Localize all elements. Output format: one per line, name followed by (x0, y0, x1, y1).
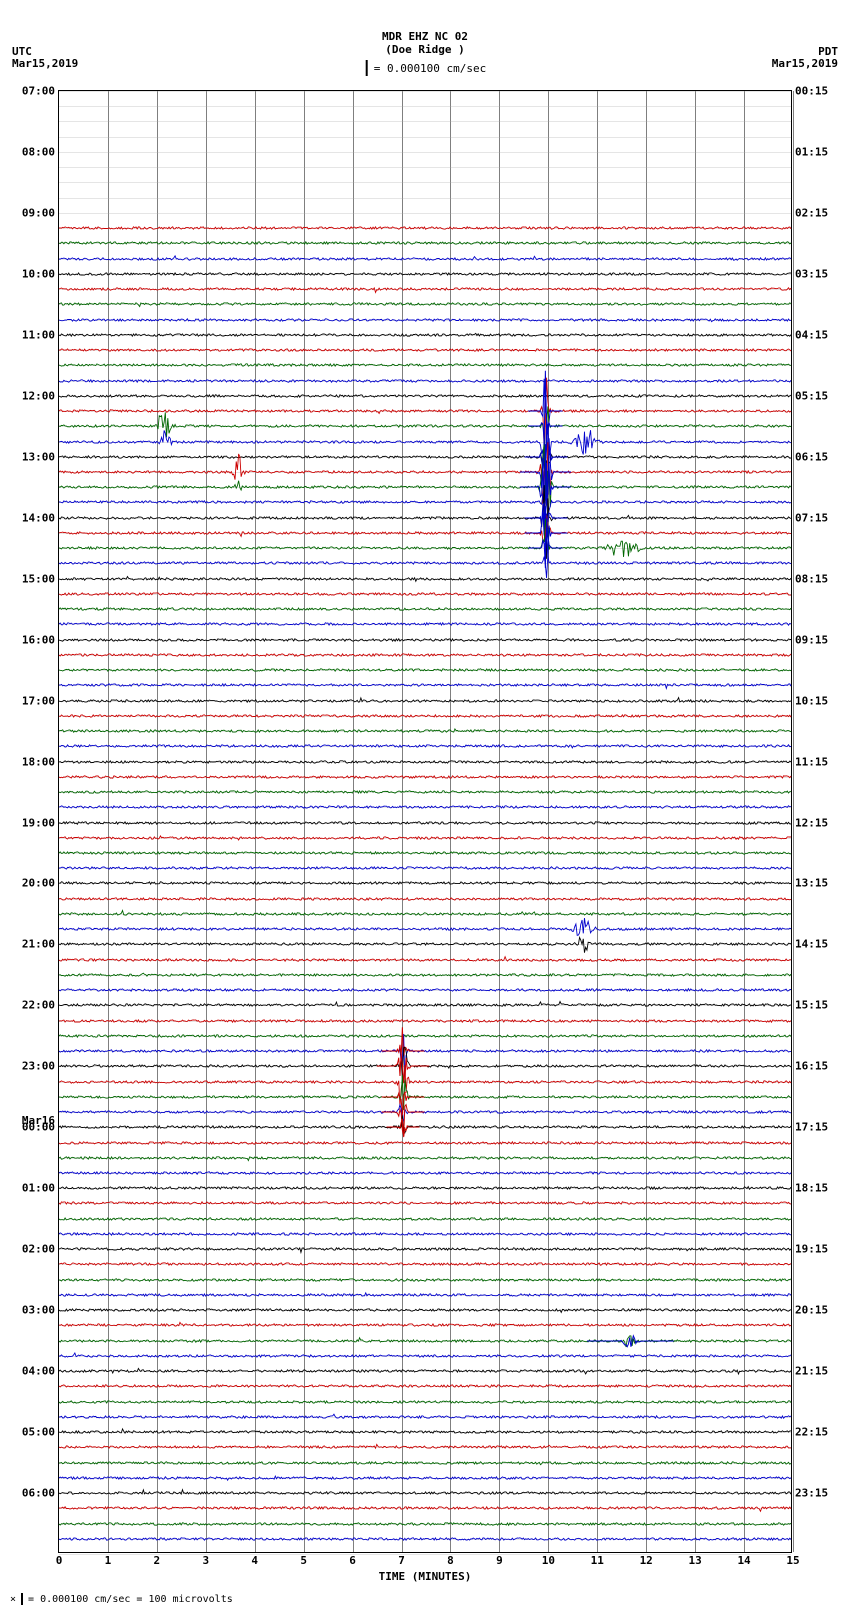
x-tick: 9 (496, 1554, 503, 1567)
hour-label-right: 13:15 (795, 877, 828, 890)
hour-label-left: 17:00 (22, 694, 55, 707)
hour-label-left: 05:00 (22, 1426, 55, 1439)
hour-label-left: 19:00 (22, 816, 55, 829)
x-tick: 5 (300, 1554, 307, 1567)
footer-prefix: × (10, 1594, 16, 1605)
x-tick: 6 (349, 1554, 356, 1567)
hour-label-left: 09:00 (22, 206, 55, 219)
hour-label-right: 20:15 (795, 1304, 828, 1317)
hour-label-left: 22:00 (22, 999, 55, 1012)
hour-label-right: 17:15 (795, 1121, 828, 1134)
x-tick: 15 (786, 1554, 799, 1567)
hour-label-right: 05:15 (795, 389, 828, 402)
hour-label-right: 23:15 (795, 1487, 828, 1500)
hour-label-left: 07:00 (22, 85, 55, 98)
hour-label-left: 08:00 (22, 145, 55, 158)
hour-label-left: 16:00 (22, 633, 55, 646)
x-tick: 7 (398, 1554, 405, 1567)
hour-label-left: 20:00 (22, 877, 55, 890)
hour-label-right: 22:15 (795, 1426, 828, 1439)
scale-bar-icon (366, 60, 368, 76)
hour-label-left: 12:00 (22, 389, 55, 402)
hour-label-right: 08:15 (795, 572, 828, 585)
seismogram-container: MDR EHZ NC 02 (Doe Ridge ) = 0.000100 cm… (0, 0, 850, 1613)
footer-scale: × = 0.000100 cm/sec = 100 microvolts (10, 1593, 233, 1605)
hour-label-right: 18:15 (795, 1182, 828, 1195)
date-mid-left: Mar16 (22, 1114, 55, 1127)
hour-label-right: 03:15 (795, 267, 828, 280)
x-tick: 0 (56, 1554, 63, 1567)
x-tick: 4 (251, 1554, 258, 1567)
hour-label-right: 19:15 (795, 1243, 828, 1256)
hour-label-right: 14:15 (795, 938, 828, 951)
date-right: Mar15,2019 (772, 57, 838, 70)
hour-label-left: 01:00 (22, 1182, 55, 1195)
station-code: MDR EHZ NC 02 (0, 30, 850, 43)
x-tick: 13 (689, 1554, 702, 1567)
hour-label-left: 06:00 (22, 1487, 55, 1500)
x-tick: 12 (640, 1554, 653, 1567)
hour-label-right: 00:15 (795, 85, 828, 98)
hour-label-left: 11:00 (22, 328, 55, 341)
x-tick: 3 (202, 1554, 209, 1567)
hour-label-right: 07:15 (795, 511, 828, 524)
x-tick: 2 (154, 1554, 161, 1567)
x-tick: 11 (591, 1554, 604, 1567)
hour-label-right: 15:15 (795, 999, 828, 1012)
hour-label-left: 15:00 (22, 572, 55, 585)
scale-indicator: = 0.000100 cm/sec (364, 60, 487, 76)
scale-bar-icon (21, 1593, 23, 1605)
hour-label-left: 13:00 (22, 450, 55, 463)
footer-text: = 0.000100 cm/sec = 100 microvolts (28, 1594, 233, 1605)
hour-label-left: 10:00 (22, 267, 55, 280)
x-tick: 10 (542, 1554, 555, 1567)
hour-label-left: 18:00 (22, 755, 55, 768)
hour-label-right: 09:15 (795, 633, 828, 646)
hour-label-right: 06:15 (795, 450, 828, 463)
hour-label-right: 01:15 (795, 145, 828, 158)
hour-label-left: 04:00 (22, 1365, 55, 1378)
hour-label-left: 21:00 (22, 938, 55, 951)
x-tick: 1 (105, 1554, 112, 1567)
scale-text: = 0.000100 cm/sec (374, 62, 487, 75)
hour-label-left: 23:00 (22, 1060, 55, 1073)
hour-label-right: 16:15 (795, 1060, 828, 1073)
x-tick: 14 (737, 1554, 750, 1567)
hour-label-right: 04:15 (795, 328, 828, 341)
station-name: (Doe Ridge ) (0, 43, 850, 56)
hour-label-right: 12:15 (795, 816, 828, 829)
hour-label-right: 02:15 (795, 206, 828, 219)
hour-label-left: 03:00 (22, 1304, 55, 1317)
hour-label-left: 02:00 (22, 1243, 55, 1256)
plot-area: TIME (MINUTES) 012345678910111213141507:… (58, 90, 792, 1553)
x-axis-label: TIME (MINUTES) (379, 1570, 472, 1583)
hour-label-right: 10:15 (795, 694, 828, 707)
hour-label-right: 21:15 (795, 1365, 828, 1378)
hour-label-left: 14:00 (22, 511, 55, 524)
hour-label-right: 11:15 (795, 755, 828, 768)
x-tick: 8 (447, 1554, 454, 1567)
date-left: Mar15,2019 (12, 57, 78, 70)
